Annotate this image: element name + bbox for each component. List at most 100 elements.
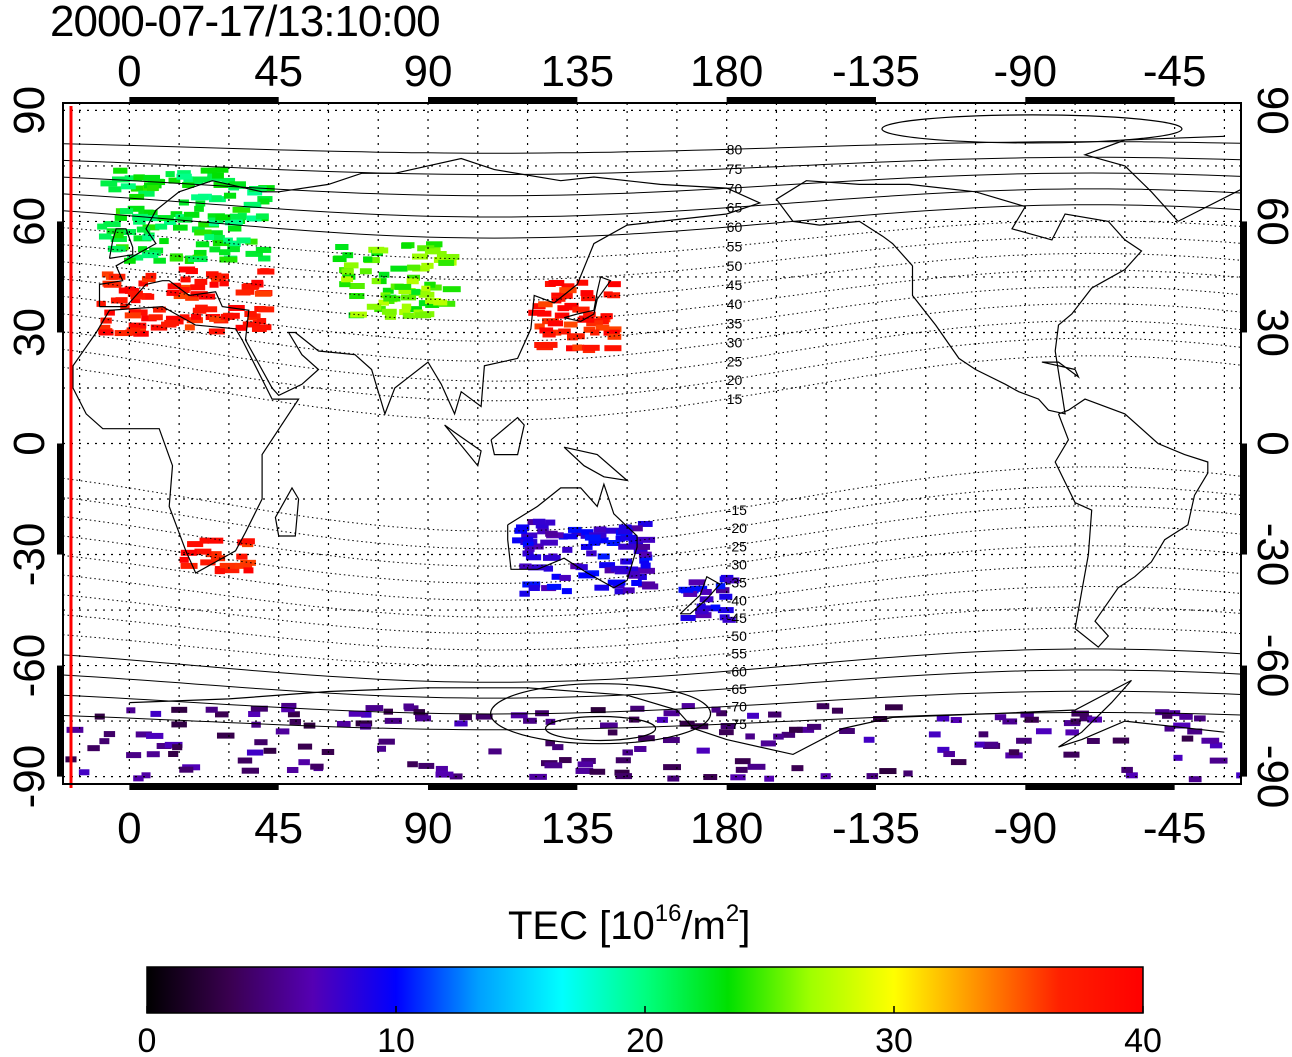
tec-cell — [1016, 737, 1032, 744]
tec-cell — [281, 706, 295, 713]
contour-label: -25 — [727, 538, 747, 554]
lon-tick-bottom: 180 — [690, 804, 763, 853]
tec-cell — [212, 240, 230, 247]
tec-cell — [607, 292, 621, 299]
tec-cell — [522, 581, 541, 588]
plot-title: 2000-07-17/13:10:00 — [50, 0, 441, 46]
contour-line — [63, 220, 1241, 260]
tec-cell — [157, 215, 174, 222]
tec-cell — [760, 740, 776, 747]
tec-cell — [1188, 776, 1202, 783]
tec-cell — [204, 234, 215, 241]
frame-tick-left — [57, 221, 62, 333]
magnetic-latitude-contours — [63, 114, 1241, 745]
tec-cell — [510, 712, 528, 719]
tec-cell — [622, 587, 635, 594]
tec-cell — [135, 326, 147, 333]
tec-cell — [638, 581, 656, 588]
tec-cell — [153, 257, 166, 264]
tec-cell — [595, 324, 610, 331]
tec-cell — [640, 554, 653, 561]
tec-cell — [179, 314, 190, 321]
tec-cell — [228, 304, 245, 311]
tec-cell — [542, 554, 561, 561]
tec-cell — [384, 717, 402, 724]
contour-label: 55 — [727, 238, 743, 254]
tec-cell — [173, 224, 188, 231]
tec-cell — [603, 329, 620, 336]
tec-cell — [425, 301, 440, 308]
lon-tick-top: -90 — [994, 47, 1058, 96]
tec-cell — [604, 326, 622, 333]
tec-cell — [186, 317, 203, 324]
tec-cell — [443, 253, 460, 260]
tec-cell — [529, 773, 547, 780]
contour-line — [63, 320, 1241, 382]
tec-cell — [588, 539, 600, 546]
tec-cell — [863, 736, 875, 743]
tec-cell — [204, 230, 223, 237]
colorbar-tick-label: 20 — [626, 1022, 664, 1057]
contour-label: 35 — [727, 315, 743, 331]
lon-tick-top: 90 — [404, 47, 453, 96]
lon-tick-bottom: -45 — [1143, 804, 1207, 853]
tec-cell — [1070, 718, 1081, 725]
contour-line — [63, 337, 1241, 402]
tec-cell — [150, 710, 162, 717]
tec-cell — [543, 565, 554, 572]
coastline-segment — [1041, 361, 1080, 379]
tec-cell — [607, 579, 626, 586]
tec-cell — [421, 285, 431, 292]
tec-cell — [1063, 751, 1080, 758]
contour-line — [63, 525, 1241, 584]
contour-line — [63, 269, 1241, 322]
tec-cell — [633, 543, 651, 550]
contour-line — [63, 606, 1241, 651]
tec-cell — [341, 276, 354, 283]
tec-cell — [734, 758, 751, 765]
tec-cell — [789, 726, 803, 733]
tec-cell — [1, 481, 17, 487]
contour-label: -60 — [727, 663, 747, 679]
tec-cell — [237, 757, 253, 764]
lat-tick-right: -90 — [1248, 745, 1292, 809]
tec-cell — [615, 757, 631, 764]
lat-tick-right: 90 — [1248, 86, 1292, 135]
tec-cell — [128, 322, 147, 329]
tec-cell — [715, 587, 730, 594]
tec-cell — [614, 568, 632, 575]
tec-cell — [563, 533, 578, 540]
tec-cell — [720, 723, 736, 730]
tec-cell — [214, 711, 229, 718]
tec-cell — [200, 306, 218, 313]
contour-label: -70 — [727, 698, 747, 714]
tec-cell — [402, 312, 415, 319]
contour-label: 65 — [727, 200, 743, 216]
tec-cell — [637, 574, 647, 581]
lon-ticks-bottom: 0 45 90 135 180 -135 -90 -45 — [117, 804, 1206, 853]
tec-cell — [624, 566, 639, 573]
lat-tick-right: -60 — [1248, 634, 1292, 698]
tec-cell — [394, 283, 412, 290]
contour-line — [63, 690, 1241, 715]
tec-cell — [525, 554, 542, 561]
tec-cell — [412, 265, 430, 272]
tec-cell — [359, 268, 372, 275]
tec-cell — [681, 703, 695, 710]
lat-ticks-right: 90 60 30 0 -30 -60 -90 — [1248, 86, 1292, 808]
tec-cell — [1020, 711, 1034, 718]
tec-cell — [1065, 729, 1079, 736]
tec-cell — [398, 288, 416, 295]
tec-cell — [98, 329, 114, 336]
tec-cell — [407, 306, 422, 313]
tec-cell — [545, 718, 556, 725]
tec-cell — [1112, 737, 1130, 744]
tec-cell — [583, 344, 600, 351]
tec-cell — [558, 292, 573, 299]
tec-cell — [124, 312, 141, 319]
contour-label: -15 — [727, 502, 747, 518]
tec-cell — [194, 205, 204, 212]
tec-cell — [110, 235, 127, 242]
tec-cell — [209, 281, 219, 288]
map-grid — [63, 103, 1241, 784]
